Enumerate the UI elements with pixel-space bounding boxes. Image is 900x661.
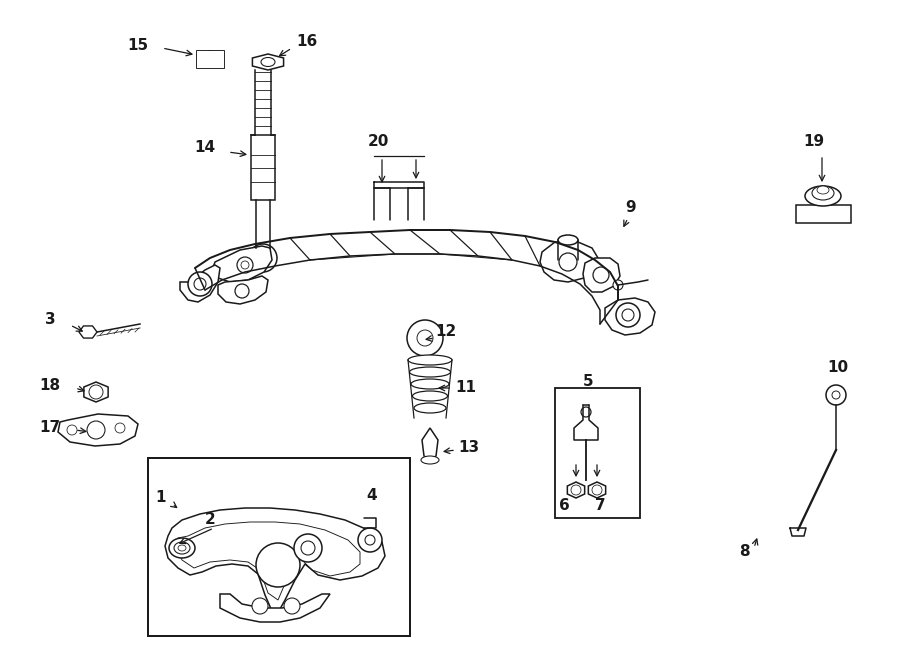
- Ellipse shape: [200, 51, 220, 65]
- Text: 8: 8: [740, 545, 750, 559]
- Polygon shape: [583, 258, 620, 292]
- Text: 3: 3: [45, 313, 56, 327]
- Text: 18: 18: [39, 377, 60, 393]
- Ellipse shape: [408, 355, 452, 365]
- Ellipse shape: [817, 186, 829, 194]
- Polygon shape: [79, 326, 97, 338]
- Circle shape: [365, 535, 375, 545]
- Bar: [796, 205, 851, 223]
- Circle shape: [188, 272, 212, 296]
- Polygon shape: [58, 414, 138, 446]
- Circle shape: [613, 280, 623, 290]
- Text: 15: 15: [127, 38, 148, 52]
- Ellipse shape: [411, 379, 449, 389]
- Ellipse shape: [414, 403, 446, 413]
- Polygon shape: [540, 242, 598, 282]
- Ellipse shape: [812, 186, 834, 200]
- Text: 11: 11: [455, 381, 476, 395]
- Text: 2: 2: [205, 512, 216, 527]
- Circle shape: [581, 407, 591, 417]
- Polygon shape: [422, 428, 438, 460]
- Polygon shape: [180, 265, 220, 302]
- Ellipse shape: [178, 545, 186, 551]
- Text: 7: 7: [595, 498, 606, 514]
- Circle shape: [256, 251, 270, 265]
- Circle shape: [616, 303, 640, 327]
- Circle shape: [417, 330, 433, 346]
- Circle shape: [294, 534, 322, 562]
- Ellipse shape: [421, 456, 439, 464]
- Polygon shape: [605, 298, 655, 335]
- Polygon shape: [84, 382, 108, 402]
- Bar: [148, 458, 410, 636]
- Ellipse shape: [169, 538, 195, 558]
- Circle shape: [284, 598, 300, 614]
- Circle shape: [358, 528, 382, 552]
- Polygon shape: [589, 482, 606, 498]
- Text: 12: 12: [435, 325, 456, 340]
- Ellipse shape: [410, 367, 451, 377]
- Bar: [555, 388, 640, 518]
- Text: 9: 9: [625, 200, 635, 215]
- Circle shape: [301, 541, 315, 555]
- Text: 10: 10: [827, 360, 849, 375]
- Polygon shape: [196, 50, 224, 68]
- Circle shape: [194, 278, 206, 290]
- Circle shape: [826, 385, 846, 405]
- Polygon shape: [252, 54, 284, 70]
- Polygon shape: [218, 276, 268, 304]
- Ellipse shape: [558, 235, 578, 245]
- Circle shape: [67, 425, 77, 435]
- Ellipse shape: [204, 54, 216, 63]
- Ellipse shape: [261, 58, 275, 67]
- Circle shape: [559, 253, 577, 271]
- Ellipse shape: [174, 542, 190, 554]
- Circle shape: [115, 423, 125, 433]
- Circle shape: [237, 257, 253, 273]
- Circle shape: [592, 485, 602, 495]
- Text: 6: 6: [559, 498, 570, 514]
- Text: 13: 13: [458, 440, 479, 455]
- Polygon shape: [567, 482, 585, 498]
- Text: 1: 1: [156, 490, 166, 506]
- Text: 16: 16: [296, 34, 317, 50]
- Polygon shape: [165, 508, 385, 618]
- Text: 20: 20: [367, 134, 389, 149]
- Text: 14: 14: [194, 141, 215, 155]
- Ellipse shape: [805, 186, 841, 206]
- Circle shape: [593, 267, 609, 283]
- Circle shape: [241, 261, 249, 269]
- Text: 4: 4: [366, 488, 377, 504]
- Circle shape: [249, 244, 277, 272]
- Circle shape: [622, 309, 634, 321]
- Text: 19: 19: [804, 134, 824, 149]
- Circle shape: [89, 385, 103, 399]
- Polygon shape: [212, 246, 272, 282]
- Text: 5: 5: [582, 375, 593, 389]
- Bar: [251, 135, 275, 200]
- Text: 17: 17: [39, 420, 60, 436]
- Circle shape: [407, 320, 443, 356]
- Circle shape: [252, 598, 268, 614]
- Circle shape: [87, 421, 105, 439]
- Circle shape: [235, 284, 249, 298]
- Circle shape: [832, 391, 840, 399]
- Ellipse shape: [412, 391, 447, 401]
- Polygon shape: [220, 594, 330, 622]
- Circle shape: [571, 485, 581, 495]
- Circle shape: [256, 543, 300, 587]
